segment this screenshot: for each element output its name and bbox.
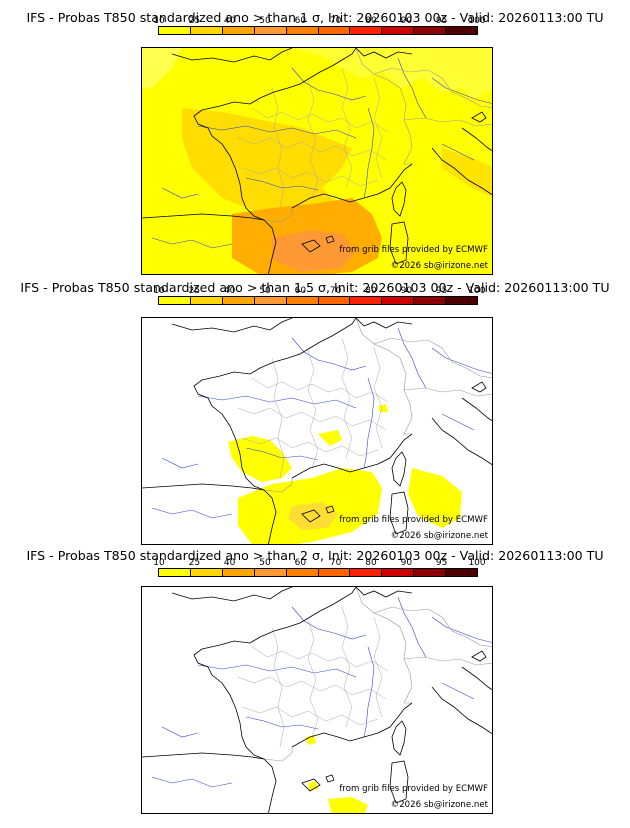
copyright: ©2026 sb@irizone.net <box>390 800 488 810</box>
panel-title: IFS - Probas T850 standardized ano > tha… <box>20 280 610 295</box>
legend-tick-label: 40 <box>223 286 236 296</box>
low-probability-area <box>142 48 182 88</box>
legend-colorbar <box>158 26 478 35</box>
legend-swatch <box>446 297 478 304</box>
legend-tick-label: 100 <box>468 558 486 568</box>
legend-swatch <box>254 569 287 576</box>
legend-colorbar <box>158 568 478 577</box>
legend-swatch <box>318 27 351 34</box>
map-panel-1: IFS - Probas T850 standardized ano > tha… <box>0 0 630 275</box>
legend-swatch <box>446 569 478 576</box>
legend-tick-label: 25 <box>188 286 201 296</box>
probability-field <box>142 587 492 813</box>
panel-title: IFS - Probas T850 standardized ano > tha… <box>26 548 604 563</box>
legend-tick-label: 10 <box>153 16 165 26</box>
legend-tick-label: 80 <box>365 286 377 296</box>
legend-swatch <box>222 569 255 576</box>
legend-swatch <box>254 27 287 34</box>
legend-swatch <box>286 27 319 34</box>
legend-swatch <box>159 569 191 576</box>
legend-swatch <box>286 569 319 576</box>
map-panel-3: IFS - Probas T850 standardized ano > tha… <box>0 540 630 814</box>
legend-swatch <box>318 297 351 304</box>
legend-swatch <box>318 569 351 576</box>
legend-swatch <box>446 27 478 34</box>
map-layer <box>142 48 492 274</box>
probability-map: from grib files provided by ECMWF ©2026 … <box>141 586 493 814</box>
legend-tick-label: 50 <box>259 286 271 296</box>
legend-swatch <box>286 297 319 304</box>
probability-map: from grib files provided by ECMWF ©2026 … <box>141 47 493 275</box>
legend-tick-label: 70 <box>329 16 342 26</box>
legend-swatch <box>350 297 383 304</box>
legend-swatch <box>382 297 415 304</box>
legend-swatch <box>159 27 191 34</box>
legend-ticks: 10 25 40 50 60 70 80 90 95 100 <box>140 16 500 26</box>
legend-swatch <box>414 569 447 576</box>
source-credit: from grib files provided by ECMWF <box>339 515 488 525</box>
copyright: ©2026 sb@irizone.net <box>390 261 488 271</box>
legend-tick-label: 25 <box>188 558 201 568</box>
low-probability-area <box>378 404 388 412</box>
legend-tick-label: 60 <box>294 16 307 26</box>
low-probability-area <box>328 797 368 813</box>
legend-tick-label: 100 <box>468 16 486 26</box>
legend-tick-label: 60 <box>294 286 307 296</box>
legend-swatch <box>190 27 223 34</box>
legend-colorbar <box>158 296 478 305</box>
legend-tick-label: 90 <box>400 558 413 568</box>
low-probability-area <box>408 468 462 528</box>
source-credit: from grib files provided by ECMWF <box>339 784 488 794</box>
medium-probability-area <box>288 502 338 530</box>
legend-tick-label: 95 <box>435 286 448 296</box>
legend-tick-label: 95 <box>435 558 448 568</box>
legend-swatch <box>414 297 447 304</box>
legend-tick-label: 50 <box>259 16 271 26</box>
legend-tick-label: 50 <box>259 558 271 568</box>
legend-tick-label: 40 <box>223 558 236 568</box>
legend-tick-label: 95 <box>435 16 448 26</box>
legend-ticks: 10 25 40 50 60 70 80 90 95 100 <box>140 286 500 296</box>
medium-probability-area <box>182 108 352 218</box>
low-probability-area <box>308 781 318 791</box>
legend-tick-label: 90 <box>400 16 413 26</box>
map-layer <box>142 587 492 813</box>
legend-tick-label: 70 <box>329 286 342 296</box>
legend-swatch <box>414 27 447 34</box>
legend-swatch <box>222 27 255 34</box>
legend-ticks: 10 25 40 50 60 70 80 90 95 100 <box>140 558 500 568</box>
legend-tick-label: 40 <box>223 16 236 26</box>
legend-swatch <box>382 27 415 34</box>
low-probability-area <box>292 48 492 100</box>
legend-swatch <box>350 27 383 34</box>
panel-title: IFS - Probas T850 standardized ano > tha… <box>26 10 604 25</box>
legend-tick-label: 100 <box>468 286 486 296</box>
legend-swatch <box>190 569 223 576</box>
legend-tick-label: 80 <box>365 558 377 568</box>
low-probability-area <box>228 436 292 482</box>
probability-map: from grib files provided by ECMWF ©2026 … <box>141 317 493 545</box>
highest-probability-area <box>272 230 356 272</box>
legend-swatch <box>190 297 223 304</box>
legend-tick-label: 80 <box>365 16 377 26</box>
source-credit: from grib files provided by ECMWF <box>339 245 488 255</box>
legend-tick-label: 25 <box>188 16 201 26</box>
legend-tick-label: 10 <box>153 558 165 568</box>
copyright: ©2026 sb@irizone.net <box>390 531 488 541</box>
legend-swatch <box>159 297 191 304</box>
legend-swatch <box>254 297 287 304</box>
map-panel-2: IFS - Probas T850 standardized ano > tha… <box>0 270 630 545</box>
medium-probability-area <box>442 148 492 198</box>
low-probability-area <box>318 430 342 446</box>
legend-swatch <box>382 569 415 576</box>
legend-tick-label: 90 <box>400 286 413 296</box>
legend-tick-label: 70 <box>329 558 342 568</box>
legend-tick-label: 10 <box>153 286 165 296</box>
legend-swatch <box>222 297 255 304</box>
legend-tick-label: 60 <box>294 558 307 568</box>
legend-swatch <box>350 569 383 576</box>
map-layer <box>142 318 492 544</box>
